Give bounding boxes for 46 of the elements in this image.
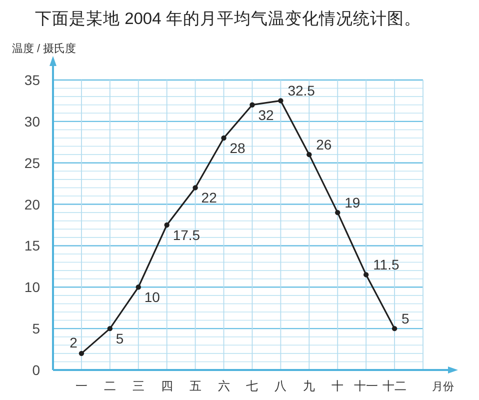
data-label: 5 <box>116 330 124 347</box>
x-tick-label: 四 <box>160 379 173 393</box>
data-label: 22 <box>201 190 218 206</box>
y-tick-label: 15 <box>24 238 40 254</box>
chart-title: 下面是某地 2004 年的月平均气温变化情况统计图。 <box>35 9 421 28</box>
x-axis-title: 月份 <box>432 381 454 393</box>
x-tick-label: 五 <box>189 379 202 393</box>
point <box>192 185 198 190</box>
x-tick-label: 十一 <box>354 379 378 393</box>
data-label: 32.5 <box>288 82 316 99</box>
data-label: 10 <box>144 289 160 306</box>
point <box>107 326 113 332</box>
y-tick-label: 20 <box>24 196 40 212</box>
y-tick-label: 10 <box>24 279 40 296</box>
data-label: 17.5 <box>172 227 200 243</box>
y-tick-label: 0 <box>32 362 40 378</box>
x-tick-label: 六 <box>218 379 230 393</box>
x-tick-label: 十二 <box>382 379 407 393</box>
x-tick-label: 八 <box>274 379 287 393</box>
point <box>392 326 398 332</box>
x-tick-label: 一 <box>75 379 88 393</box>
data-label: 11.5 <box>373 256 400 273</box>
data-label: 28 <box>230 140 246 156</box>
y-axis-title: 温度 / 摄氏度 <box>12 42 76 55</box>
data-label: 2 <box>70 334 78 350</box>
y-tick-label: 30 <box>24 113 40 130</box>
point <box>78 350 84 356</box>
data-label: 26 <box>316 136 332 153</box>
point <box>250 102 255 108</box>
point <box>164 222 170 228</box>
y-tick-label: 25 <box>24 154 40 171</box>
y-tick-label: 35 <box>24 72 40 88</box>
x-tick-label: 九 <box>303 379 316 393</box>
point <box>221 135 226 141</box>
x-tick-label: 三 <box>132 379 144 393</box>
point <box>136 284 141 290</box>
point <box>306 152 312 158</box>
x-tick-label: 七 <box>246 379 258 393</box>
point <box>335 210 340 216</box>
data-label: 32 <box>258 106 274 123</box>
y-tick-label: 5 <box>32 320 40 337</box>
point <box>278 98 284 104</box>
x-tick-label: 二 <box>104 379 116 393</box>
x-tick-label: 十 <box>332 379 344 393</box>
point <box>363 272 369 278</box>
data-label: 5 <box>402 310 410 327</box>
